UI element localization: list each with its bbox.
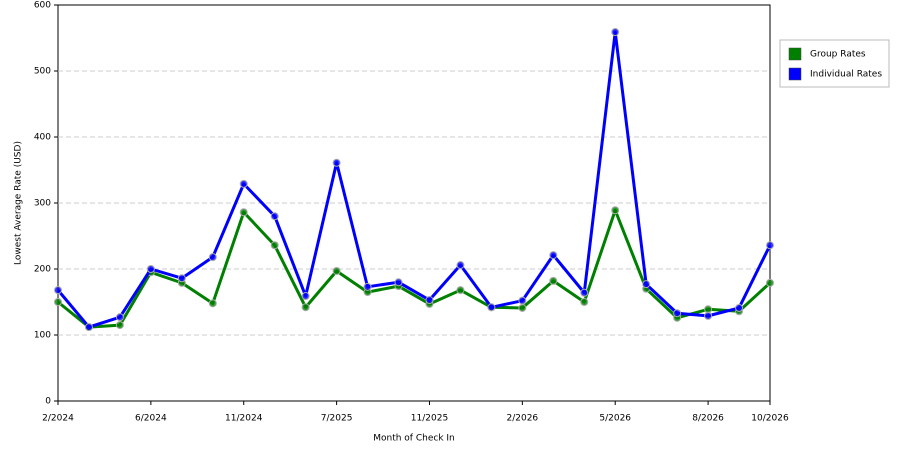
point	[239, 208, 248, 217]
point	[54, 298, 62, 306]
point	[208, 299, 217, 308]
point	[580, 288, 589, 297]
point	[270, 212, 279, 221]
point	[54, 286, 62, 295]
legend-label: Group Rates	[810, 50, 866, 60]
point	[301, 303, 310, 312]
point	[704, 311, 713, 320]
point	[766, 241, 774, 250]
point	[394, 278, 403, 287]
x-tick-label: 7/2025	[321, 414, 353, 424]
y-tick-label: 500	[34, 67, 51, 77]
x-tick-label: 2/2024	[42, 414, 74, 424]
x-tick-label: 10/2026	[751, 414, 789, 424]
x-tick-label: 5/2026	[599, 414, 631, 424]
point	[487, 303, 496, 312]
y-tick-label: 0	[45, 397, 51, 407]
point	[301, 292, 310, 301]
point	[518, 296, 527, 305]
legend-swatch	[788, 67, 802, 81]
point	[704, 305, 713, 314]
legend-label: Individual Rates	[810, 70, 882, 80]
point	[456, 286, 465, 295]
point	[363, 282, 372, 291]
point	[611, 28, 620, 37]
y-tick-label: 600	[34, 1, 51, 11]
x-tick-label: 6/2024	[135, 414, 167, 424]
x-tick-label: 11/2025	[411, 414, 448, 424]
series-line	[57, 208, 772, 329]
point	[549, 251, 558, 260]
point	[518, 303, 527, 312]
point	[642, 280, 651, 289]
point	[177, 274, 186, 283]
series-line	[56, 30, 772, 329]
point	[115, 313, 124, 322]
point	[208, 253, 217, 262]
x-tick-label: 2/2026	[507, 414, 539, 424]
x-tick-label: 8/2026	[692, 414, 724, 424]
point	[270, 241, 279, 250]
point	[239, 179, 248, 188]
point	[456, 261, 465, 270]
point	[549, 276, 558, 285]
point	[673, 309, 682, 318]
point	[332, 266, 341, 275]
point	[611, 206, 620, 215]
y-tick-label: 300	[34, 199, 51, 209]
point	[735, 303, 744, 312]
y-axis-label: Lowest Average Rate (USD)	[14, 141, 24, 265]
point	[332, 158, 341, 167]
point	[766, 278, 774, 287]
point	[84, 323, 93, 332]
y-tick-label: 100	[34, 331, 51, 341]
x-tick-label: 11/2024	[225, 414, 263, 424]
point	[425, 296, 434, 305]
point	[115, 321, 124, 330]
legend-swatch	[788, 47, 802, 61]
point	[146, 265, 155, 273]
x-axis-label: Month of Check In	[373, 434, 455, 444]
point	[580, 298, 589, 306]
y-tick-label: 200	[34, 265, 51, 275]
y-tick-label: 400	[34, 133, 51, 143]
